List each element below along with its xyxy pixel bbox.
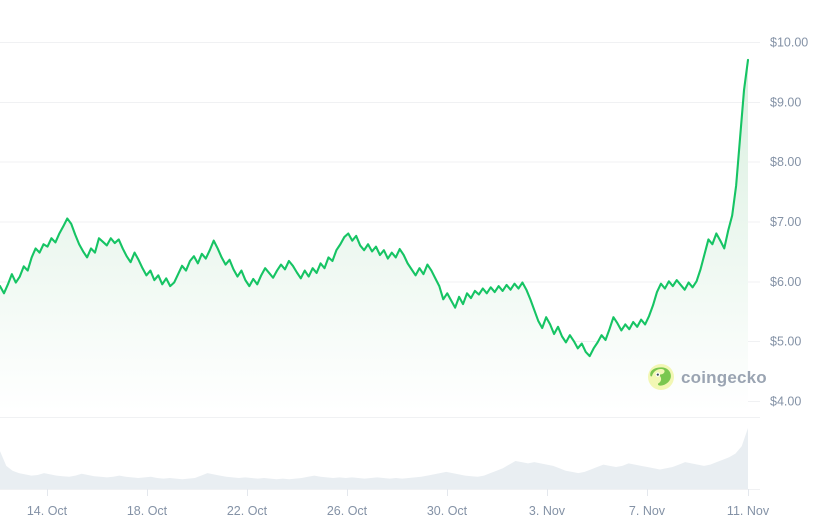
y-axis-label: $8.00: [770, 155, 801, 169]
price-line: [0, 58, 749, 358]
x-axis-label: 14. Oct: [27, 504, 68, 518]
gecko-pupil-icon: [656, 373, 659, 376]
price-area-fill: [0, 59, 748, 411]
y-axis-label: $10.00: [770, 36, 808, 50]
x-axis-label: 30. Oct: [427, 504, 468, 518]
volume-area-group: [0, 428, 748, 489]
gecko-head-icon: [650, 367, 671, 386]
y-axis-label: $4.00: [770, 395, 801, 409]
y-axis-labels-group: $10.00 $9.00 $8.00 $7.00 $6.00 $5.00 $4.00: [770, 36, 808, 409]
x-axis-label: 26. Oct: [327, 504, 368, 518]
price-area-group: [0, 58, 749, 411]
x-axis-label: 18. Oct: [127, 504, 168, 518]
y-axis-label: $5.00: [770, 335, 801, 349]
x-axis-label: 3. Nov: [529, 504, 566, 518]
y-axis-label: $9.00: [770, 95, 801, 109]
volume-area-fill: [0, 428, 748, 489]
x-axis-label: 22. Oct: [227, 504, 268, 518]
x-axis-ticks-group: [47, 489, 749, 496]
x-axis-label: 7. Nov: [629, 504, 666, 518]
x-axis-labels-group: 14. Oct 18. Oct 22. Oct 26. Oct 30. Oct 3. No…: [27, 504, 770, 518]
x-axis-label: 11. Nov: [727, 504, 770, 518]
coingecko-wordmark: coingecko: [681, 368, 767, 387]
coingecko-watermark: coingecko: [648, 364, 767, 390]
y-axis-label: $6.00: [770, 275, 801, 289]
y-axis-label: $7.00: [770, 215, 801, 229]
